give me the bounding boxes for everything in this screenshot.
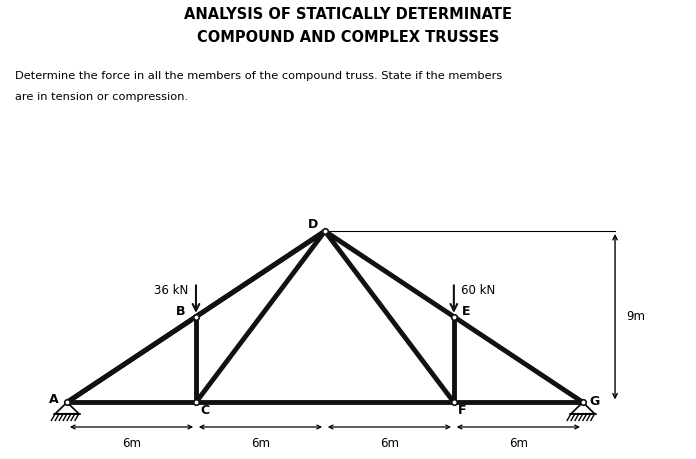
Text: B: B [176,305,186,319]
Text: G: G [590,395,600,408]
Text: 60 kN: 60 kN [461,284,496,297]
Text: 36 kN: 36 kN [155,284,189,297]
Text: D: D [308,218,318,231]
Text: ANALYSIS OF STATICALLY DETERMINATE: ANALYSIS OF STATICALLY DETERMINATE [184,7,512,22]
Text: COMPOUND AND COMPLEX TRUSSES: COMPOUND AND COMPLEX TRUSSES [197,30,499,45]
Text: 6m: 6m [122,437,141,450]
Text: 6m: 6m [509,437,528,450]
Text: C: C [200,404,209,417]
Text: F: F [458,404,467,417]
Text: 9m: 9m [626,310,644,323]
Text: 6m: 6m [251,437,270,450]
Text: are in tension or compression.: are in tension or compression. [15,92,189,102]
Text: A: A [49,393,59,406]
Text: 6m: 6m [380,437,399,450]
Text: Determine the force in all the members of the compound truss. State if the membe: Determine the force in all the members o… [15,71,503,81]
Text: E: E [461,305,470,319]
